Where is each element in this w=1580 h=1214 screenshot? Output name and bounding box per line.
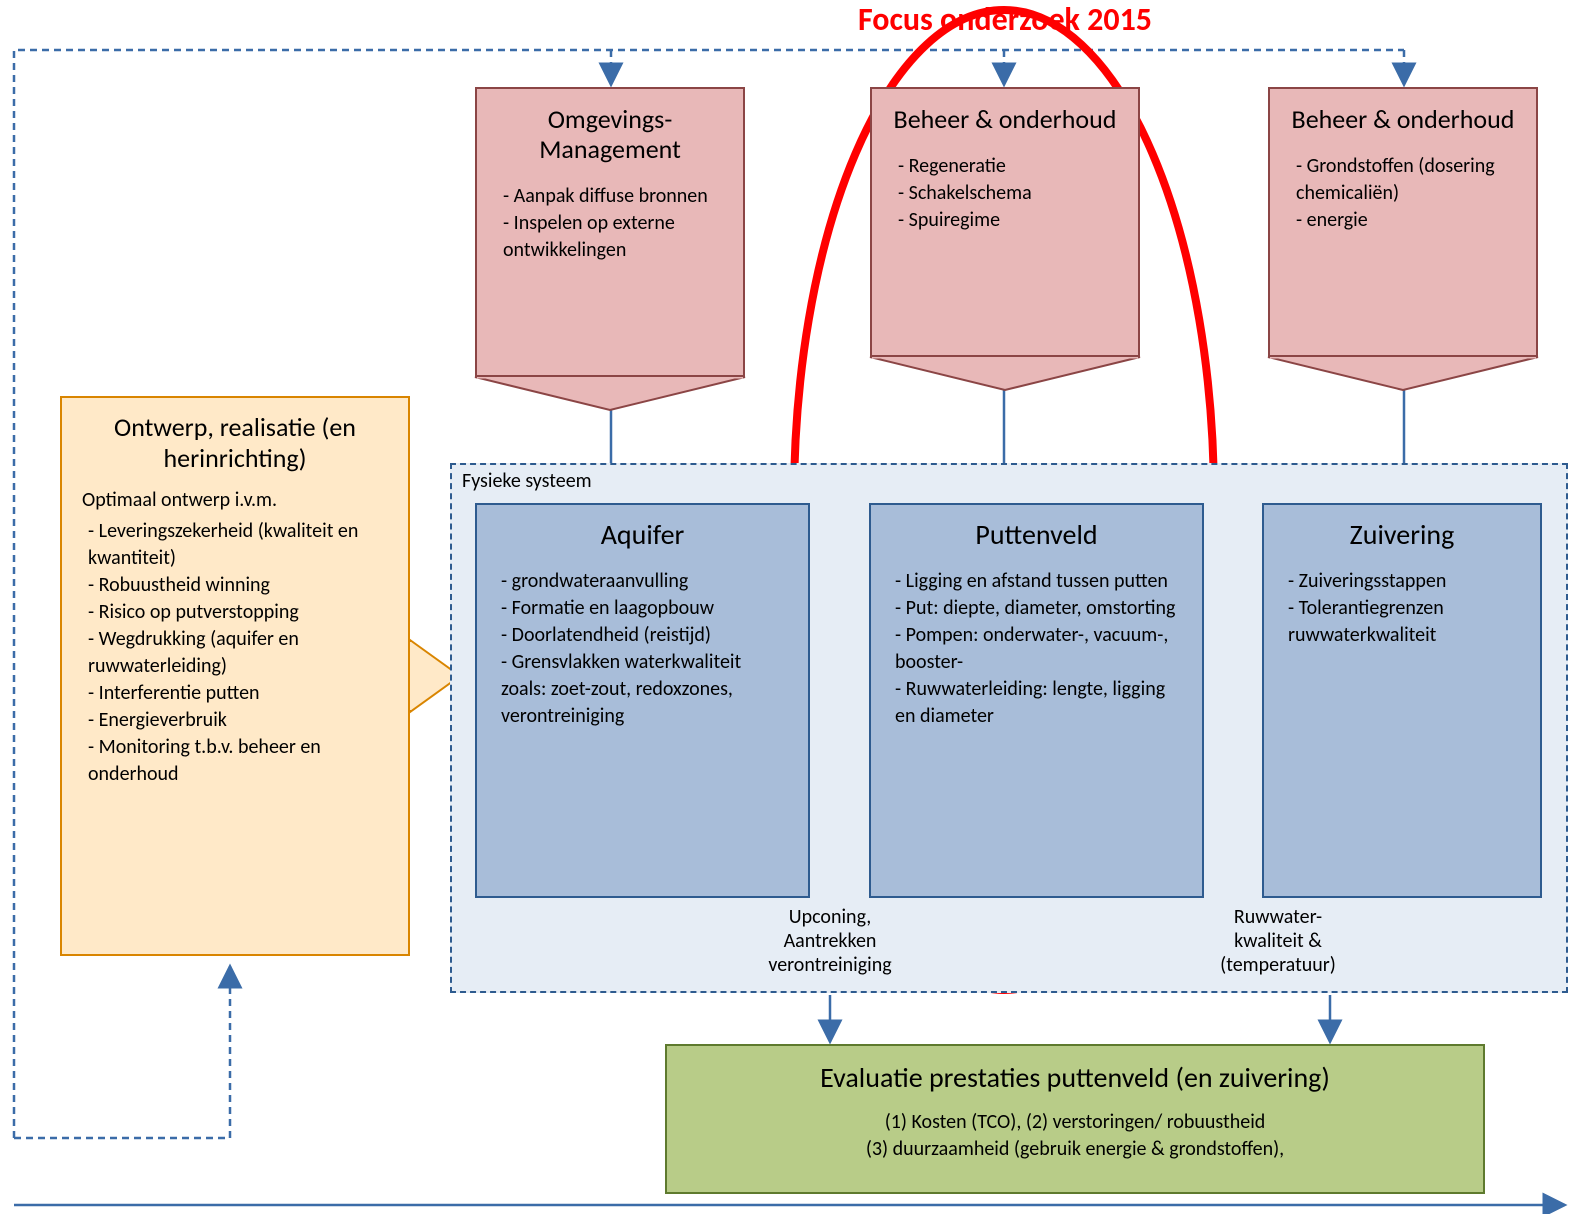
bluebox-list: Zuiveringsstappen Tolerantiegrenzen ruww… bbox=[1282, 568, 1522, 649]
greenbox-sub1: (1) Kosten (TCO), (2) verstoringen/ robu… bbox=[691, 1109, 1459, 1136]
focus-title: Focus onderzoek 2015 bbox=[770, 0, 1240, 39]
orangebox-subheading: Optimaal ontwerp i.v.m. bbox=[82, 488, 388, 512]
bluebox-title: Aquifer bbox=[495, 517, 790, 552]
greenbox-title: Evaluatie prestaties puttenveld (en zuiv… bbox=[691, 1060, 1459, 1095]
shield-list: Regeneratie Schakelschema Spuiregime bbox=[892, 153, 1118, 234]
shield-title: Beheer & onderhoud bbox=[1290, 105, 1516, 135]
bluebox-title: Puttenveld bbox=[889, 517, 1184, 552]
bluebox-puttenveld: Puttenveld Ligging en afstand tussen put… bbox=[869, 503, 1204, 898]
bluebox-aquifer: Aquifer grondwateraanvulling Formatie en… bbox=[475, 503, 810, 898]
shield-list: Grondstoffen (dosering chemicaliën) ener… bbox=[1290, 153, 1516, 234]
bluebox-list: grondwateraanvulling Formatie en laagopb… bbox=[495, 568, 790, 730]
orangebox-ontwerp: Ontwerp, realisatie (en herinrichting) O… bbox=[60, 396, 410, 956]
fysiek-label: Fysieke systeem bbox=[452, 465, 1566, 497]
shield-beheer-puttenveld: Beheer & onderhoud Regeneratie Schakelsc… bbox=[870, 87, 1140, 357]
bluebox-zuivering: Zuivering Zuiveringsstappen Tolerantiegr… bbox=[1262, 503, 1542, 898]
shield-list: Aanpak diffuse bronnen Inspelen op exter… bbox=[497, 183, 723, 264]
orangebox-title: Ontwerp, realisatie (en herinrichting) bbox=[82, 412, 388, 474]
shield-title: Beheer & onderhoud bbox=[892, 105, 1118, 135]
greenbox-evaluatie: Evaluatie prestaties puttenveld (en zuiv… bbox=[665, 1044, 1485, 1194]
connlabel-ruwwater: Ruwwater- kwaliteit & (temperatuur) bbox=[1178, 905, 1378, 977]
shield-beheer-zuivering: Beheer & onderhoud Grondstoffen (doserin… bbox=[1268, 87, 1538, 357]
shield-title: Omgevings- Management bbox=[497, 105, 723, 165]
bluebox-title: Zuivering bbox=[1282, 517, 1522, 552]
shield-omgevings: Omgevings- Management Aanpak diffuse bro… bbox=[475, 87, 745, 377]
greenbox-sub2: (3) duurzaamheid (gebruik energie & gron… bbox=[691, 1136, 1459, 1163]
orangebox-list: Leveringszekerheid (kwaliteit en kwantit… bbox=[82, 518, 388, 788]
bluebox-list: Ligging en afstand tussen putten Put: di… bbox=[889, 568, 1184, 730]
connlabel-upconing: Upconing, Aantrekken verontreiniging bbox=[700, 905, 960, 977]
